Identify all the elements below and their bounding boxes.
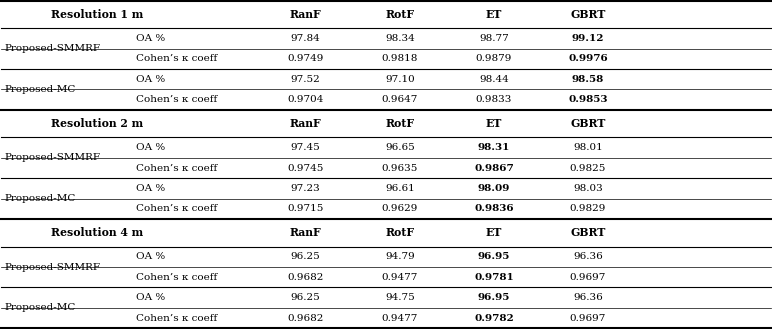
- Text: 98.34: 98.34: [385, 34, 415, 43]
- Text: Proposed-SMMRF: Proposed-SMMRF: [5, 153, 100, 163]
- Text: 0.9976: 0.9976: [568, 54, 608, 63]
- Text: 0.9818: 0.9818: [381, 54, 418, 63]
- Text: 0.9745: 0.9745: [287, 164, 323, 173]
- Text: Resolution 2 m: Resolution 2 m: [51, 118, 143, 129]
- Text: 0.9825: 0.9825: [570, 164, 606, 173]
- Text: 98.31: 98.31: [478, 143, 510, 152]
- Text: 0.9682: 0.9682: [287, 314, 323, 323]
- Text: 0.9682: 0.9682: [287, 273, 323, 282]
- Text: ET: ET: [486, 9, 502, 20]
- Text: OA %: OA %: [136, 184, 164, 193]
- Text: 97.52: 97.52: [290, 75, 320, 84]
- Text: 96.36: 96.36: [573, 293, 603, 302]
- Text: 97.84: 97.84: [290, 34, 320, 43]
- Text: 0.9697: 0.9697: [570, 273, 606, 282]
- Text: 0.9782: 0.9782: [474, 314, 513, 323]
- Text: RanF: RanF: [290, 227, 321, 239]
- Text: 0.9704: 0.9704: [287, 95, 323, 104]
- Text: 98.09: 98.09: [478, 184, 510, 193]
- Text: 0.9879: 0.9879: [476, 54, 512, 63]
- Text: Cohen’s κ coeff: Cohen’s κ coeff: [136, 54, 217, 63]
- Text: RotF: RotF: [385, 9, 415, 20]
- Text: GBRT: GBRT: [571, 9, 605, 20]
- Text: OA %: OA %: [136, 75, 164, 84]
- Text: 96.36: 96.36: [573, 252, 603, 261]
- Text: 97.45: 97.45: [290, 143, 320, 152]
- Text: OA %: OA %: [136, 143, 164, 152]
- Text: 97.23: 97.23: [290, 184, 320, 193]
- Text: 98.58: 98.58: [572, 75, 604, 84]
- Text: Cohen’s κ coeff: Cohen’s κ coeff: [136, 273, 217, 282]
- Text: Proposed-SMMRF: Proposed-SMMRF: [5, 263, 100, 271]
- Text: OA %: OA %: [136, 252, 164, 261]
- Text: Proposed-MC: Proposed-MC: [5, 303, 76, 313]
- Text: 94.79: 94.79: [385, 252, 415, 261]
- Text: 96.65: 96.65: [385, 143, 415, 152]
- Text: 0.9829: 0.9829: [570, 204, 606, 214]
- Text: Cohen’s κ coeff: Cohen’s κ coeff: [136, 204, 217, 214]
- Text: RanF: RanF: [290, 9, 321, 20]
- Text: RanF: RanF: [290, 118, 321, 129]
- Text: 99.12: 99.12: [571, 34, 604, 43]
- Text: Proposed-MC: Proposed-MC: [5, 85, 76, 94]
- Text: RotF: RotF: [385, 227, 415, 239]
- Text: 0.9629: 0.9629: [381, 204, 418, 214]
- Text: OA %: OA %: [136, 34, 164, 43]
- Text: Cohen’s κ coeff: Cohen’s κ coeff: [136, 164, 217, 173]
- Text: 0.9867: 0.9867: [474, 164, 513, 173]
- Text: 0.9853: 0.9853: [568, 95, 608, 104]
- Text: 97.10: 97.10: [385, 75, 415, 84]
- Text: ET: ET: [486, 118, 502, 129]
- Text: 0.9697: 0.9697: [570, 314, 606, 323]
- Text: Resolution 4 m: Resolution 4 m: [51, 227, 143, 239]
- Text: 98.01: 98.01: [573, 143, 603, 152]
- Text: 96.95: 96.95: [478, 252, 510, 261]
- Text: 0.9749: 0.9749: [287, 54, 323, 63]
- Text: 0.9781: 0.9781: [474, 273, 513, 282]
- Text: Cohen’s κ coeff: Cohen’s κ coeff: [136, 314, 217, 323]
- Text: Cohen’s κ coeff: Cohen’s κ coeff: [136, 95, 217, 104]
- Text: 0.9833: 0.9833: [476, 95, 512, 104]
- Text: 0.9836: 0.9836: [474, 204, 513, 214]
- Text: Proposed-MC: Proposed-MC: [5, 194, 76, 203]
- Text: 96.95: 96.95: [478, 293, 510, 302]
- Text: ET: ET: [486, 227, 502, 239]
- Text: 96.25: 96.25: [290, 293, 320, 302]
- Text: 98.77: 98.77: [479, 34, 509, 43]
- Text: GBRT: GBRT: [571, 227, 605, 239]
- Text: Proposed-SMMRF: Proposed-SMMRF: [5, 44, 100, 53]
- Text: Resolution 1 m: Resolution 1 m: [51, 9, 143, 20]
- Text: 96.25: 96.25: [290, 252, 320, 261]
- Text: 0.9715: 0.9715: [287, 204, 323, 214]
- Text: 0.9477: 0.9477: [381, 273, 418, 282]
- Text: 0.9635: 0.9635: [381, 164, 418, 173]
- Text: 0.9477: 0.9477: [381, 314, 418, 323]
- Text: 98.03: 98.03: [573, 184, 603, 193]
- Text: 96.61: 96.61: [385, 184, 415, 193]
- Text: OA %: OA %: [136, 293, 164, 302]
- Text: 98.44: 98.44: [479, 75, 509, 84]
- Text: 94.75: 94.75: [385, 293, 415, 302]
- Text: GBRT: GBRT: [571, 118, 605, 129]
- Text: RotF: RotF: [385, 118, 415, 129]
- Text: 0.9647: 0.9647: [381, 95, 418, 104]
